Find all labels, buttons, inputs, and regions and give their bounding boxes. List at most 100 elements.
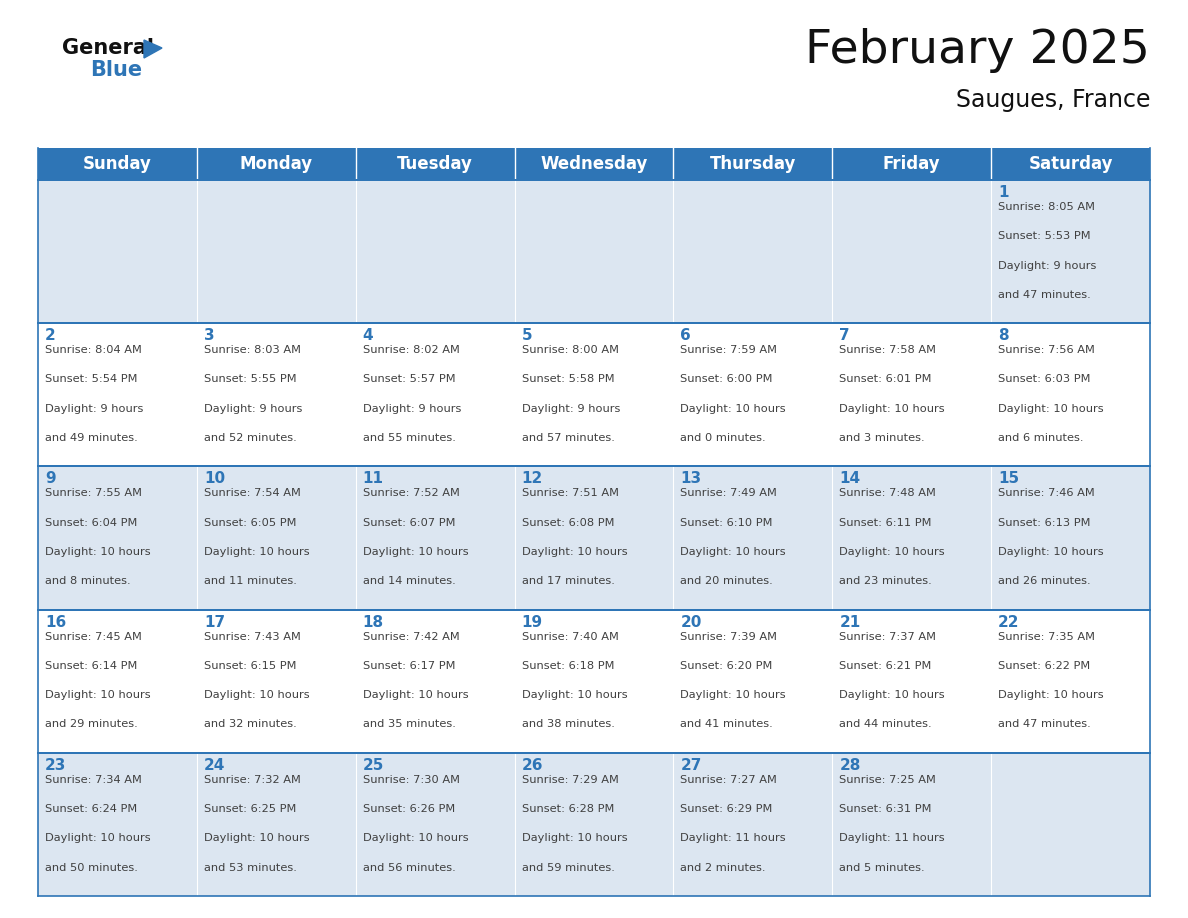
Text: Sunrise: 7:25 AM: Sunrise: 7:25 AM [839, 775, 936, 785]
Text: Monday: Monday [240, 155, 312, 173]
Text: and 56 minutes.: and 56 minutes. [362, 863, 455, 873]
Bar [991, 323, 1150, 466]
Bar [355, 753, 514, 896]
Text: Sunrise: 8:04 AM: Sunrise: 8:04 AM [45, 345, 141, 355]
Text: Sunset: 6:11 PM: Sunset: 6:11 PM [839, 518, 931, 528]
Text: Sunday: Sunday [83, 155, 152, 173]
Text: 11: 11 [362, 472, 384, 487]
Text: Sunset: 6:21 PM: Sunset: 6:21 PM [839, 661, 931, 671]
Text: and 32 minutes.: and 32 minutes. [204, 720, 297, 730]
Text: Sunset: 6:31 PM: Sunset: 6:31 PM [839, 804, 931, 814]
Text: 28: 28 [839, 757, 860, 773]
Text: 24: 24 [204, 757, 226, 773]
Text: Sunrise: 8:03 AM: Sunrise: 8:03 AM [204, 345, 301, 355]
Text: Sunset: 6:01 PM: Sunset: 6:01 PM [839, 375, 931, 385]
Bar [197, 753, 355, 896]
Text: Daylight: 10 hours: Daylight: 10 hours [998, 690, 1104, 700]
Text: and 2 minutes.: and 2 minutes. [681, 863, 766, 873]
Bar [355, 323, 514, 466]
Text: 13: 13 [681, 472, 702, 487]
Bar [355, 466, 514, 610]
Text: 21: 21 [839, 614, 860, 630]
Text: Sunset: 6:15 PM: Sunset: 6:15 PM [204, 661, 296, 671]
Text: Sunset: 6:26 PM: Sunset: 6:26 PM [362, 804, 455, 814]
Text: Sunset: 6:22 PM: Sunset: 6:22 PM [998, 661, 1091, 671]
Bar [674, 180, 833, 323]
Text: Sunrise: 7:39 AM: Sunrise: 7:39 AM [681, 632, 777, 642]
Bar [674, 753, 833, 896]
Bar [833, 323, 991, 466]
Polygon shape [144, 40, 162, 58]
Text: and 8 minutes.: and 8 minutes. [45, 577, 131, 587]
Text: and 44 minutes.: and 44 minutes. [839, 720, 931, 730]
Text: and 20 minutes.: and 20 minutes. [681, 577, 773, 587]
Text: Tuesday: Tuesday [397, 155, 473, 173]
Text: Sunrise: 7:49 AM: Sunrise: 7:49 AM [681, 488, 777, 498]
Text: Sunrise: 8:05 AM: Sunrise: 8:05 AM [998, 202, 1095, 212]
Bar [674, 148, 833, 180]
Text: Daylight: 9 hours: Daylight: 9 hours [362, 404, 461, 414]
Bar [833, 148, 991, 180]
Bar [38, 148, 197, 180]
Text: and 0 minutes.: and 0 minutes. [681, 433, 766, 443]
Text: Daylight: 10 hours: Daylight: 10 hours [839, 690, 944, 700]
Bar [355, 148, 514, 180]
Text: 9: 9 [45, 472, 56, 487]
Text: 14: 14 [839, 472, 860, 487]
Text: Daylight: 10 hours: Daylight: 10 hours [681, 404, 786, 414]
Text: Sunset: 6:18 PM: Sunset: 6:18 PM [522, 661, 614, 671]
Text: 25: 25 [362, 757, 384, 773]
Text: and 35 minutes.: and 35 minutes. [362, 720, 455, 730]
Bar [514, 180, 674, 323]
Text: Sunset: 6:03 PM: Sunset: 6:03 PM [998, 375, 1091, 385]
Text: 4: 4 [362, 329, 373, 343]
Text: Daylight: 9 hours: Daylight: 9 hours [998, 261, 1097, 271]
Text: Daylight: 10 hours: Daylight: 10 hours [362, 547, 468, 557]
Text: Sunrise: 7:48 AM: Sunrise: 7:48 AM [839, 488, 936, 498]
Bar [38, 466, 197, 610]
Bar [197, 180, 355, 323]
Bar [197, 466, 355, 610]
Text: 12: 12 [522, 472, 543, 487]
Bar [355, 610, 514, 753]
Text: Sunrise: 7:42 AM: Sunrise: 7:42 AM [362, 632, 460, 642]
Bar [38, 610, 197, 753]
Text: Sunrise: 7:58 AM: Sunrise: 7:58 AM [839, 345, 936, 355]
Text: Daylight: 10 hours: Daylight: 10 hours [998, 547, 1104, 557]
Text: and 17 minutes.: and 17 minutes. [522, 577, 614, 587]
Bar [514, 610, 674, 753]
Bar [38, 323, 197, 466]
Text: 18: 18 [362, 614, 384, 630]
Text: Daylight: 10 hours: Daylight: 10 hours [362, 834, 468, 844]
Bar [197, 323, 355, 466]
Text: 27: 27 [681, 757, 702, 773]
Text: Sunset: 5:55 PM: Sunset: 5:55 PM [204, 375, 297, 385]
Text: Sunset: 6:28 PM: Sunset: 6:28 PM [522, 804, 614, 814]
Text: Sunrise: 7:35 AM: Sunrise: 7:35 AM [998, 632, 1095, 642]
Text: and 29 minutes.: and 29 minutes. [45, 720, 138, 730]
Text: Daylight: 10 hours: Daylight: 10 hours [681, 690, 786, 700]
Text: Sunrise: 8:00 AM: Sunrise: 8:00 AM [522, 345, 619, 355]
Text: Blue: Blue [90, 60, 143, 80]
Text: and 47 minutes.: and 47 minutes. [998, 720, 1091, 730]
Text: and 55 minutes.: and 55 minutes. [362, 433, 455, 443]
Text: Sunrise: 7:29 AM: Sunrise: 7:29 AM [522, 775, 619, 785]
Bar [197, 610, 355, 753]
Text: Daylight: 10 hours: Daylight: 10 hours [522, 547, 627, 557]
Text: 8: 8 [998, 329, 1009, 343]
Text: General: General [62, 38, 154, 58]
Text: Sunrise: 7:46 AM: Sunrise: 7:46 AM [998, 488, 1095, 498]
Text: Daylight: 11 hours: Daylight: 11 hours [681, 834, 786, 844]
Text: Sunset: 6:17 PM: Sunset: 6:17 PM [362, 661, 455, 671]
Text: 20: 20 [681, 614, 702, 630]
Text: Daylight: 11 hours: Daylight: 11 hours [839, 834, 944, 844]
Text: Sunset: 6:14 PM: Sunset: 6:14 PM [45, 661, 138, 671]
Text: Saugues, France: Saugues, France [955, 88, 1150, 112]
Text: Daylight: 10 hours: Daylight: 10 hours [45, 834, 151, 844]
Text: Sunset: 5:58 PM: Sunset: 5:58 PM [522, 375, 614, 385]
Bar [833, 466, 991, 610]
Text: 22: 22 [998, 614, 1019, 630]
Text: 19: 19 [522, 614, 543, 630]
Text: Sunrise: 7:43 AM: Sunrise: 7:43 AM [204, 632, 301, 642]
Text: Sunset: 6:20 PM: Sunset: 6:20 PM [681, 661, 773, 671]
